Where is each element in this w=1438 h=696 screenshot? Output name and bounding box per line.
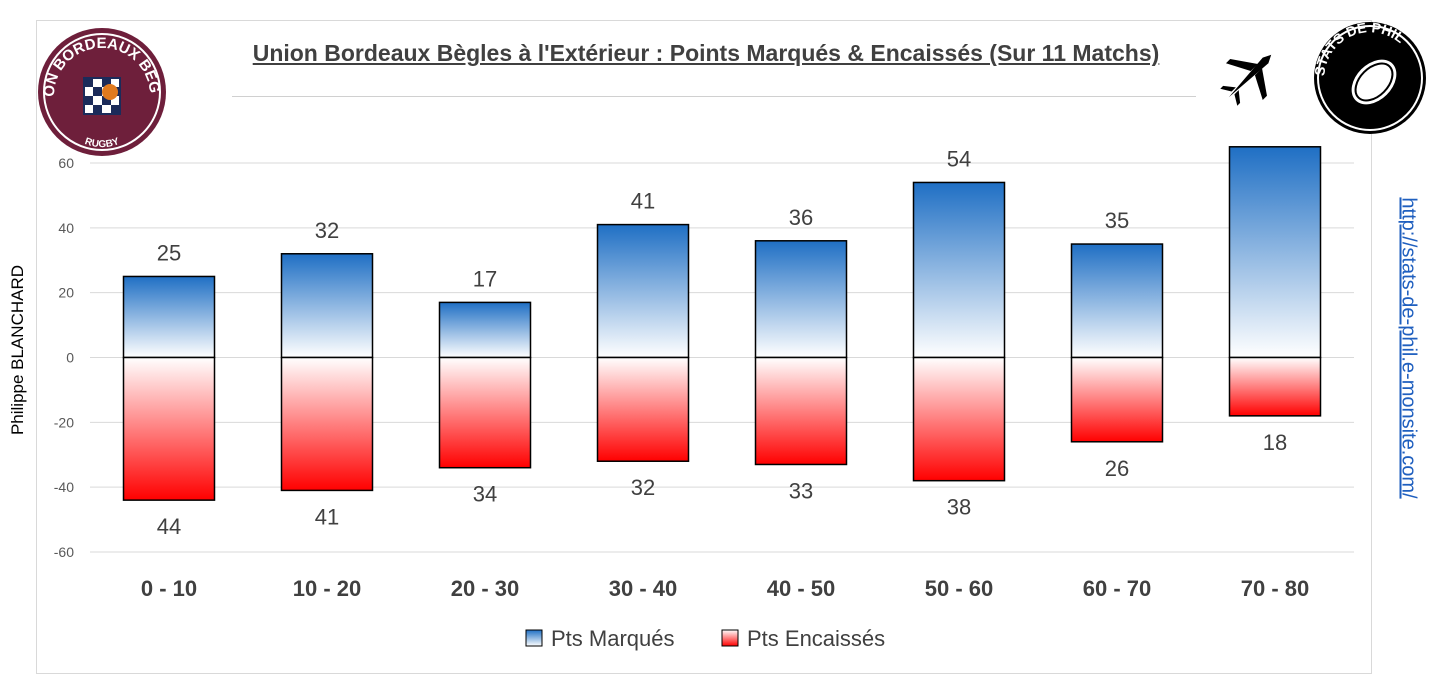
gridlines	[90, 162, 1354, 553]
data-label-encaisses: 33	[789, 478, 813, 503]
rugby-ball-logo: STATS DE PHIL	[1311, 19, 1426, 134]
data-label-encaisses: 38	[947, 495, 971, 520]
x-tick-label: 20 - 30	[451, 576, 520, 601]
legend-label-marques: Pts Marqués	[551, 626, 675, 651]
bar-marques	[122, 275, 216, 359]
bar-encaisses	[1070, 356, 1164, 443]
data-label-encaisses: 44	[157, 514, 181, 539]
title-underline-rule	[232, 96, 1196, 97]
bar-marques	[438, 301, 532, 359]
y-tick-label: -60	[54, 544, 74, 560]
crest-checker-shield	[83, 77, 121, 115]
data-label-marques: 32	[315, 218, 339, 243]
bar-marques	[1228, 146, 1322, 359]
airplane-icon	[1220, 54, 1272, 106]
bar-encaisses	[1228, 356, 1322, 417]
bar-encaisses	[280, 356, 374, 492]
data-label-encaisses: 26	[1105, 456, 1129, 481]
data-label-marques: 54	[947, 146, 971, 171]
x-tick-label: 40 - 50	[767, 576, 836, 601]
y-tick-label: 0	[66, 350, 74, 366]
y-tick-label: -40	[54, 479, 74, 495]
y-axis-ticks: 60 40 20 0 -20 -40 -60	[54, 155, 74, 560]
x-tick-label: 30 - 40	[609, 576, 678, 601]
legend-swatch-encaisses	[721, 629, 739, 647]
x-tick-label: 10 - 20	[293, 576, 362, 601]
data-label-marques: 35	[1105, 208, 1129, 233]
chart-frame	[36, 20, 1372, 674]
data-label-encaisses: 18	[1263, 430, 1287, 455]
x-tick-label: 50 - 60	[925, 576, 994, 601]
bar-encaisses	[438, 356, 532, 469]
legend: Pts Marqués Pts Encaissés	[525, 626, 885, 651]
bar-marques	[280, 253, 374, 359]
bar-encaisses	[754, 356, 848, 466]
data-label-encaisses: 32	[631, 475, 655, 500]
y-tick-label: -20	[54, 414, 74, 430]
x-tick-label: 60 - 70	[1083, 576, 1152, 601]
club-crest-logo: UNION BORDEAUX BEGLES RUGBY	[0, 0, 166, 156]
data-label-marques: 41	[631, 189, 655, 214]
data-labels: 25 44 32 41 17 34 41 32 36 33 54 38 35 26 18	[157, 146, 1287, 539]
y-tick-label: 40	[58, 220, 74, 236]
data-label-encaisses: 41	[315, 504, 339, 529]
legend-item-marques: Pts Marqués	[525, 626, 675, 651]
bar-marques	[596, 223, 690, 359]
legend-swatch-marques	[525, 629, 543, 647]
bar-encaisses	[122, 356, 216, 501]
x-tick-label: 0 - 10	[141, 576, 197, 601]
legend-item-encaisses: Pts Encaissés	[721, 626, 885, 651]
bar-marques	[754, 240, 848, 359]
bars	[122, 146, 1322, 501]
legend-label-encaisses: Pts Encaissés	[747, 626, 885, 651]
bar-marques	[1070, 243, 1164, 359]
data-label-marques: 36	[789, 205, 813, 230]
y-tick-label: 60	[58, 155, 74, 171]
x-tick-label: 70 - 80	[1241, 576, 1310, 601]
bar-marques	[912, 181, 1006, 359]
y-tick-label: 20	[58, 285, 74, 301]
bar-encaisses	[596, 356, 690, 462]
data-label-marques: 25	[157, 240, 181, 265]
crest-bottom-text: RUGBY	[83, 136, 121, 150]
x-axis-ticks: 0 - 10 10 - 20 20 - 30 30 - 40 40 - 50 50 - 6…	[141, 576, 1309, 601]
data-label-encaisses: 34	[473, 482, 497, 507]
bar-encaisses	[912, 356, 1006, 482]
chart-title: Union Bordeaux Bègles à l'Extérieur : Po…	[252, 40, 1160, 66]
data-label-marques: 17	[473, 266, 497, 291]
